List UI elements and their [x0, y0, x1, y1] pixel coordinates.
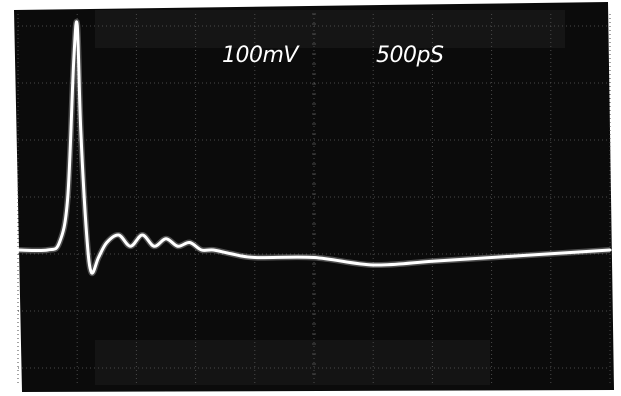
trace-sample-point	[254, 256, 256, 259]
trace-sample-point	[153, 245, 155, 248]
top-glare	[95, 10, 565, 48]
trace-sample-point	[431, 260, 434, 263]
trace-sample-point	[200, 249, 203, 251]
trace-sample-point	[141, 234, 144, 236]
trace-sample-point	[79, 129, 82, 131]
trace-sample-point	[609, 249, 611, 251]
trace-sample-point	[550, 252, 552, 255]
trace-sample-point	[106, 241, 108, 244]
time-per-div-readout: 500pS	[376, 43, 444, 68]
trace-sample-point	[90, 271, 93, 274]
trace-sample-point	[46, 249, 49, 251]
trace-sample-point	[165, 237, 167, 240]
trace-sample-point	[372, 264, 375, 266]
trace-sample-point	[230, 252, 232, 255]
trace-sample-point	[17, 249, 19, 251]
trace-layer	[16, 19, 612, 277]
trace-sample-point	[97, 256, 100, 259]
trace-sample-point	[76, 24, 78, 26]
trace-sample-point	[313, 256, 315, 259]
trace-sample-point	[58, 241, 61, 244]
trace-sample-point	[72, 61, 75, 64]
trace-sample-point	[490, 256, 493, 259]
trace-sample-point	[212, 249, 215, 251]
trace-sample-point	[129, 245, 132, 248]
trace-sample-point	[85, 234, 88, 236]
trace-sample-point	[117, 234, 120, 236]
trace-sample-point	[188, 241, 191, 244]
volts-per-div-readout: 100mV	[222, 43, 300, 68]
trace-sample-point	[177, 245, 179, 248]
bottom-glare	[95, 340, 490, 385]
graticule	[17, 13, 611, 384]
trace-sample-point	[66, 196, 69, 199]
